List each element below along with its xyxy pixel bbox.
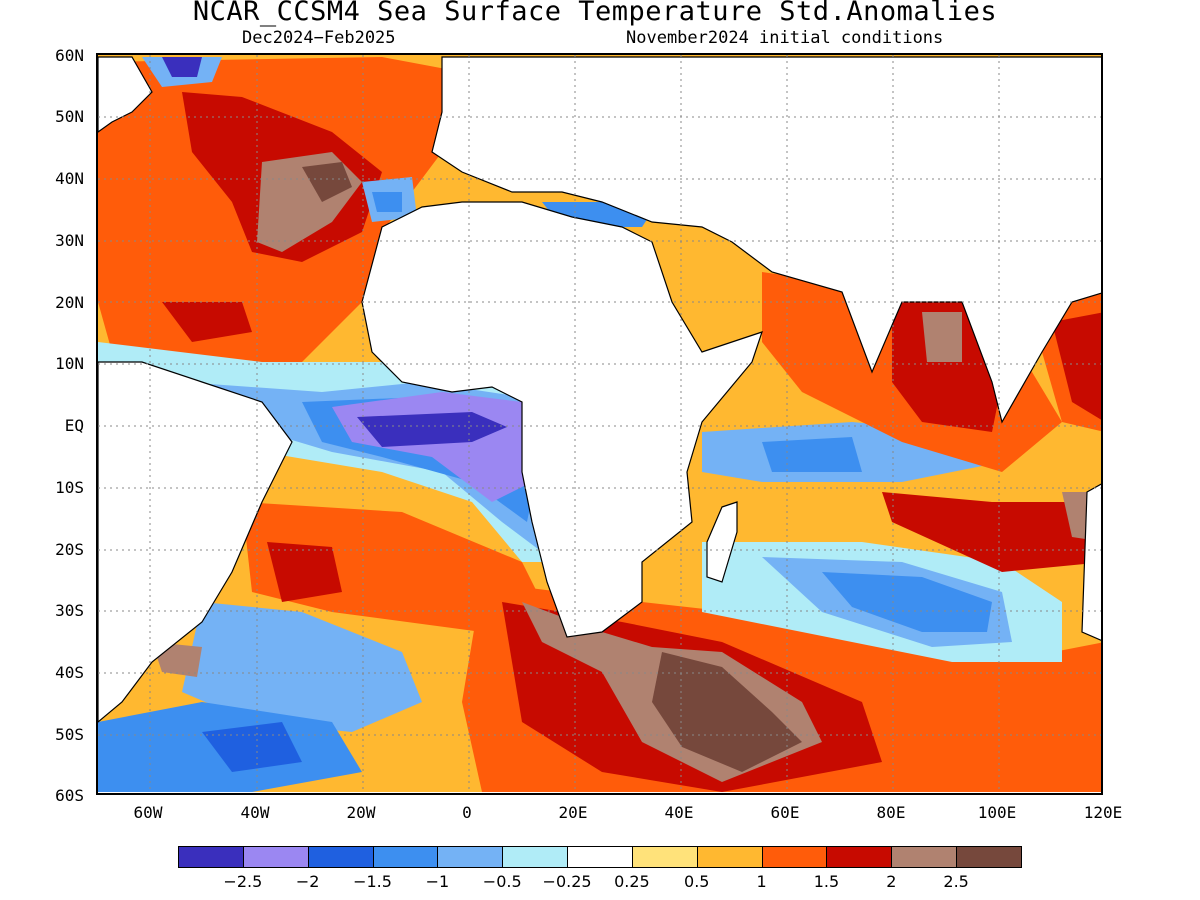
lon-label: 20E <box>558 803 588 822</box>
colorbar-swatch <box>502 846 569 868</box>
colorbar-swatch <box>242 846 309 868</box>
lon-label: 20W <box>346 803 376 822</box>
lat-label: 20N <box>55 293 84 312</box>
strong-warm-region <box>882 492 1101 572</box>
land-australia <box>1081 483 1101 641</box>
colorbar-swatch <box>437 846 504 868</box>
lat-label: 60S <box>55 786 84 805</box>
colorbar-swatch <box>761 846 828 868</box>
graticule <box>98 55 1101 793</box>
land-south-america <box>98 361 293 723</box>
lon-label: 0 <box>462 803 472 822</box>
colorbar-label: 1 <box>756 872 767 891</box>
cool-anomaly-region <box>182 602 422 732</box>
colorbar <box>178 846 1022 870</box>
cool-anomaly-region <box>822 572 992 632</box>
colorbar-label: −1.5 <box>353 872 392 891</box>
strong-warm-region <box>1052 312 1101 420</box>
lat-label: 50S <box>55 725 84 744</box>
colorbar-swatch <box>826 846 893 868</box>
lat-label: 30N <box>55 231 84 250</box>
cool-anomaly-region <box>372 192 402 212</box>
land-antarctic-edge <box>98 792 1101 793</box>
colorbar-swatch <box>696 846 763 868</box>
lat-label: 30S <box>55 601 84 620</box>
land-madagascar <box>706 501 738 583</box>
chart-title: NCAR_CCSM4 Sea Surface Temperature Std.A… <box>192 0 998 27</box>
lat-label: 10N <box>55 354 84 373</box>
land-africa <box>361 201 763 638</box>
lon-label: 120E <box>1083 803 1123 822</box>
colorbar-swatch <box>178 846 244 868</box>
cool-anomaly-region <box>202 722 302 772</box>
lat-label: 60N <box>55 46 84 65</box>
anomaly-field <box>98 55 1101 793</box>
warm-anomaly-region <box>242 502 542 632</box>
colorbar-label: −1 <box>425 872 450 891</box>
strong-warm-region <box>267 542 342 602</box>
lon-label: 60E <box>770 803 800 822</box>
extreme-warm-region <box>302 162 352 202</box>
lon-label: 100E <box>977 803 1017 822</box>
colorbar-swatch <box>631 846 698 868</box>
extreme-warm-region <box>652 652 802 772</box>
colorbar-swatch <box>307 846 374 868</box>
colorbar-swatch <box>891 846 958 868</box>
lon-label: 60W <box>133 803 163 822</box>
colorbar-label: −0.5 <box>482 872 522 891</box>
lon-label: 40W <box>240 803 270 822</box>
land-north-america <box>98 56 153 133</box>
colorbar-label: 2.5 <box>943 872 969 891</box>
initial-conditions: November2024 initial conditions <box>626 28 944 48</box>
warm-anomaly-region <box>162 302 252 342</box>
colorbar-label: −2 <box>295 872 320 891</box>
land-europe-asia <box>431 56 1101 424</box>
lat-label: EQ <box>64 416 84 435</box>
lat-label: 40S <box>55 663 84 682</box>
colorbar-swatch <box>567 846 633 868</box>
colorbar-label: 0.25 <box>614 872 650 891</box>
forecast-period: Dec2024−Feb2025 <box>242 28 396 48</box>
lat-label: 20S <box>55 540 84 559</box>
lat-label: 40N <box>55 169 84 188</box>
lon-label: 40E <box>664 803 694 822</box>
colorbar-label: −0.25 <box>542 872 592 891</box>
extreme-warm-region <box>922 312 962 362</box>
lon-label: 80E <box>876 803 906 822</box>
anomaly-map <box>96 53 1103 795</box>
lat-label: 10S <box>55 478 84 497</box>
cool-anomaly-region <box>162 57 202 77</box>
cold-tongue-core <box>357 412 507 447</box>
colorbar-label: −2.5 <box>223 872 263 891</box>
colorbar-swatch <box>372 846 439 868</box>
lat-label: 50N <box>55 107 84 126</box>
colorbar-label: 2 <box>886 872 897 891</box>
colorbar-swatch <box>956 846 1022 868</box>
colorbar-label: 1.5 <box>813 872 840 891</box>
colorbar-label: 0.5 <box>684 872 710 891</box>
